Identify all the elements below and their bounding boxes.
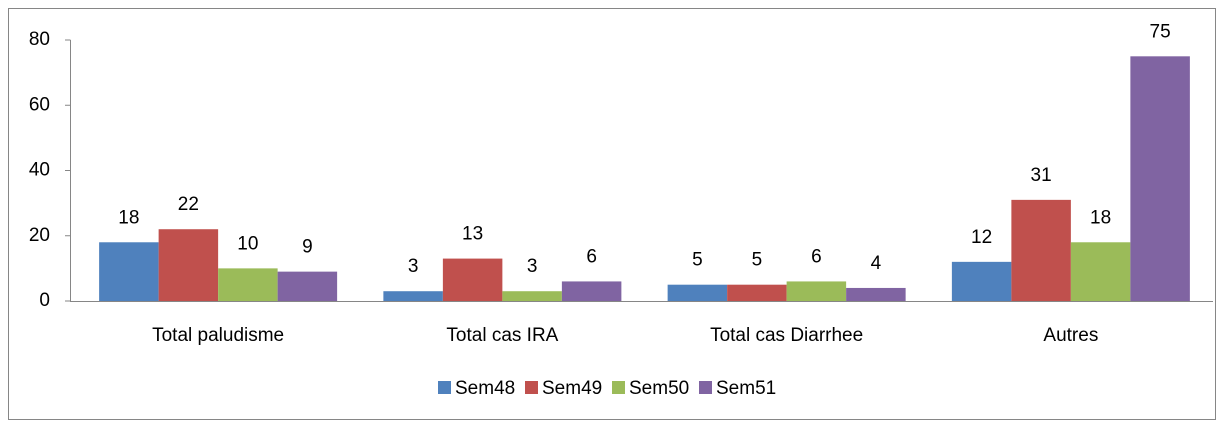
x-tick-label: Autres <box>1043 325 1098 346</box>
data-label: 18 <box>1090 207 1111 228</box>
bar <box>158 229 219 301</box>
legend-label: Sem50 <box>629 378 689 399</box>
legend-swatch <box>525 381 538 394</box>
x-tick-label: Total paludisme <box>152 325 284 346</box>
data-label: 5 <box>752 250 763 271</box>
y-tick-label: 60 <box>29 94 50 115</box>
data-label: 3 <box>527 256 538 277</box>
data-label: 22 <box>178 194 199 215</box>
data-label: 13 <box>462 224 483 245</box>
y-tick-label: 40 <box>29 160 50 181</box>
bar <box>218 268 278 301</box>
data-label: 9 <box>302 237 313 258</box>
data-label: 4 <box>871 253 882 274</box>
bar <box>502 291 562 301</box>
bar <box>846 287 906 301</box>
legend-label: Sem51 <box>716 378 776 399</box>
bar <box>786 281 847 301</box>
data-label: 5 <box>692 250 703 271</box>
bar <box>277 271 338 301</box>
data-label: 18 <box>118 207 139 228</box>
bar <box>561 281 622 301</box>
bar <box>383 291 443 301</box>
data-label: 12 <box>971 227 992 248</box>
bar <box>1011 199 1071 301</box>
data-label: 3 <box>408 256 419 277</box>
legend-swatch <box>438 381 451 394</box>
y-tick-label: 0 <box>39 290 50 311</box>
bar <box>442 258 503 301</box>
bar <box>1130 56 1190 301</box>
legend-label: Sem49 <box>542 378 602 399</box>
bar <box>1070 242 1131 301</box>
bar <box>727 284 787 301</box>
data-label: 10 <box>237 233 258 254</box>
bar <box>951 261 1012 301</box>
y-tick-label: 80 <box>29 29 50 50</box>
bar <box>99 242 159 301</box>
bar <box>667 284 728 301</box>
legend-swatch <box>612 381 625 394</box>
data-label: 6 <box>811 246 822 267</box>
y-tick-label: 20 <box>29 225 50 246</box>
legend-label: Sem48 <box>455 378 515 399</box>
legend-swatch <box>699 381 712 394</box>
data-label: 31 <box>1031 165 1052 186</box>
data-label: 75 <box>1150 21 1171 42</box>
x-tick-label: Total cas Diarrhee <box>710 325 863 346</box>
x-tick-label: Total cas IRA <box>446 325 558 346</box>
data-label: 6 <box>586 246 597 267</box>
